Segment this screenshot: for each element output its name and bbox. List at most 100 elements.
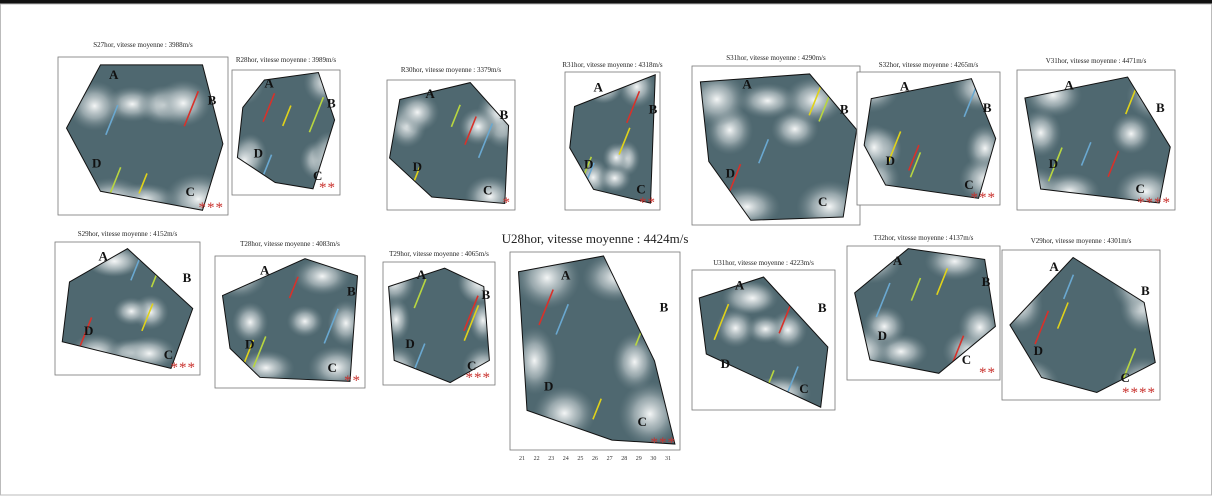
velocity-blob [464,175,509,204]
fracture-line [141,303,154,332]
fracture-line [936,268,949,296]
panel-title: V31hor, vitesse moyenne : 4471m/s [1046,57,1147,65]
velocity-blob [286,305,324,338]
significance-stars: ** [979,365,996,381]
panel-title: T29hor, vitesse moyenne : 4065m/s [389,250,489,258]
corner-label: C [636,181,645,196]
fracture-line [463,305,480,342]
corner-label: B [327,96,336,111]
significance-stars: *** [971,190,997,206]
velocity-blob [598,163,632,193]
map-outline [569,74,656,204]
corner-label: A [264,76,274,91]
fracture-line [108,167,122,197]
x-tick-label: 21 [519,456,525,462]
corner-label: A [1064,78,1074,93]
fracture-line [713,303,730,341]
fracture-line [555,303,569,335]
panel-title: R30hor, vitesse moyenne : 3379m/s [401,66,502,74]
fracture-line [130,257,141,281]
map-outline [854,248,996,374]
corner-label: B [1141,283,1150,298]
fracture-line [910,277,922,301]
map-panel: U28hor, vitesse moyenne : 4424m/s A B C D ***… [502,231,689,462]
corner-label: C [818,194,827,209]
velocity-blob [395,92,440,133]
x-tick-label: 28 [621,456,627,462]
panel-title: S29hor, vitesse moyenne : 4152m/s [78,230,178,238]
map-outline [236,71,336,190]
fracture-line [1056,302,1069,329]
map-outline [388,267,490,384]
corner-label: B [500,107,509,122]
fracture-line [183,90,200,127]
map-outline [698,276,829,408]
fracture-line [1062,274,1075,300]
panel-title: R31hor, vitesse moyenne : 4318m/s [562,61,663,69]
x-tick-label: 27 [607,456,613,462]
corner-label: A [561,268,571,283]
fracture-line [1107,150,1120,178]
corner-label: D [405,336,414,351]
map-panel: S31hor, vitesse moyenne : 4290m/s A B C D [691,54,861,226]
map-panel: R28hor, vitesse moyenne : 3989m/s A B C D ** [231,56,341,196]
map-panel: U31hor, vitesse moyenne : 4223m/s A B C D [691,259,836,411]
velocity-blob [715,308,756,348]
corner-label: C [164,347,173,362]
fracture-line [626,90,641,124]
x-tick-label: 26 [592,456,598,462]
velocity-blob [737,83,798,119]
fracture-line [262,92,276,123]
panel-title: U31hor, vitesse moyenne : 4223m/s [713,259,814,267]
fracture-line [288,276,299,299]
corner-label: D [721,356,730,371]
significance-stars: *** [466,370,492,386]
x-tick-label: 25 [577,456,583,462]
corner-label: B [982,274,991,289]
corner-label: A [1049,259,1059,274]
fracture-line [138,173,148,194]
corner-label: D [878,328,887,343]
corner-label: D [84,323,93,338]
fracture-line [1080,141,1092,166]
corner-label: C [186,184,195,199]
corner-label: D [413,159,422,174]
corner-label: B [660,299,669,314]
corner-label: A [109,67,119,82]
fracture-line [875,282,891,318]
corner-label: A [594,79,604,94]
fracture-line [308,96,325,133]
map-panel: T29hor, vitesse moyenne : 4065m/s A B C D *** [382,250,496,386]
x-tick-label: 23 [548,456,554,462]
significance-stars: ** [344,373,361,389]
corner-label: A [425,86,435,101]
corner-label: C [328,360,337,375]
fracture-line [618,127,631,155]
map-panel: S27hor, vitesse moyenne : 3988m/s A B C D *** [57,41,229,216]
map-outline [61,248,194,369]
fracture-line [907,144,920,171]
corner-label: B [840,102,849,117]
corner-label: A [900,79,910,94]
map-panel: V29hor, vitesse moyenne : 4301m/s A B C D ***… [1001,237,1161,401]
fracture-line [463,295,479,332]
corner-label: C [483,182,492,197]
significance-stars: ** [319,180,336,196]
panel-title: S27hor, vitesse moyenne : 3988m/s [93,41,193,49]
map-outline [863,78,997,199]
fracture-line [778,305,792,334]
fracture-line [758,138,770,164]
fracture-line [252,336,267,368]
map-panel: R31hor, vitesse moyenne : 4318m/s A B C D ** [562,61,663,211]
corner-label: C [638,414,647,429]
corner-label: A [893,253,903,268]
top-bar [0,0,1212,4]
corner-label: A [99,249,109,264]
corner-label: A [735,278,745,293]
corner-label: D [726,165,735,180]
map-panel: T32hor, vitesse moyenne : 4137m/s A B C D ** [846,234,1001,381]
fracture-line [323,308,339,344]
corner-label: B [649,101,658,116]
map-outline [1024,76,1171,204]
